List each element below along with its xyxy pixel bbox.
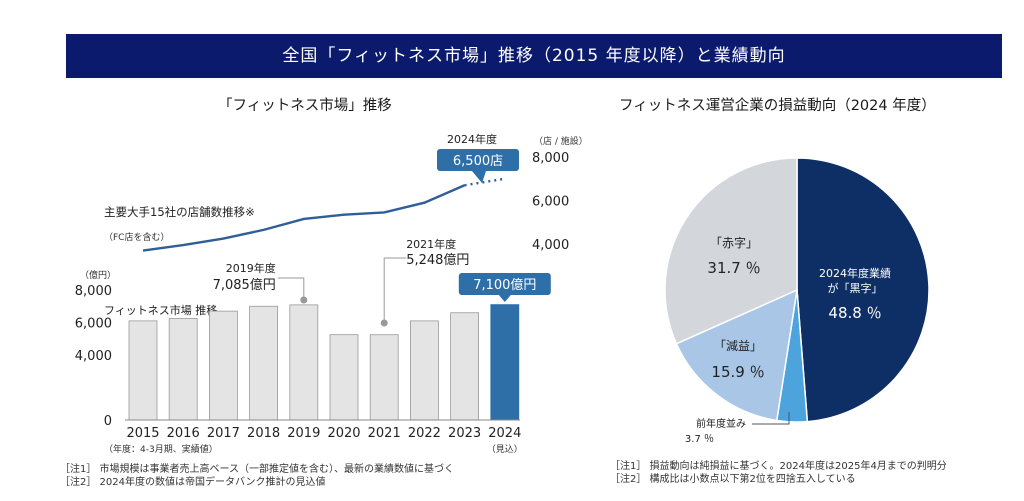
right-note-2: ［注2］ 構成比は小数点以下第2位を四捨五入している	[610, 474, 856, 485]
bar-ytick-label: 6,000	[75, 317, 112, 332]
annotation-2021-value: 5,248億円	[406, 252, 469, 268]
left-note-2: ［注2］ 2024年度の数値は帝国データバンク推計の見込値	[60, 477, 326, 488]
line-axis-unit: （店 / 施設）	[534, 135, 588, 147]
annotation-2024-bar-value: 7,100億円	[473, 277, 536, 293]
bar-axis-unit: （億円）	[80, 269, 116, 281]
x-tick-label: 2023	[448, 426, 481, 441]
x-tick-label: 2024	[488, 426, 521, 441]
annotation-2019-value: 7,085億円	[213, 277, 276, 293]
right-note-1: ［注1］ 損益動向は純損益に基づく。2024年度は2025年4月までの判明分	[610, 461, 947, 472]
pie-value-red: 31.7 ％	[707, 259, 760, 277]
pie-value-reduced: 15.9 ％	[711, 363, 764, 381]
bar-2017	[208, 310, 238, 421]
annotation-2019-year: 2019年度	[226, 261, 276, 275]
annotation-2024-line-pointer	[472, 171, 486, 183]
market-chart: 0 4,000 6,000 8,000 （億円） フィットネス市場 推移 2015 2016 2…	[75, 132, 588, 455]
line-series-title: 主要大手15社の店舗数推移※	[104, 205, 255, 219]
bar-2018	[249, 305, 279, 421]
pie-label-black-line2: が「黒字」	[828, 281, 883, 295]
right-subtitle: フィットネス運営企業の損益動向（2024 年度）	[619, 98, 936, 114]
header-title: 全国「フィットネス市場」推移（2015 年度以降）と業績動向	[282, 46, 786, 66]
left-note-1: ［注1］ 市場規模は事業者売上高ベース（一部推定値を含む）、最新の業績数値に基づ…	[60, 464, 455, 475]
pie-same-leader	[752, 412, 790, 425]
x-tick-label: 2020	[327, 426, 360, 441]
pie-label-same: 前年度並み	[696, 417, 746, 430]
line-series-note: （FC店を含む）	[104, 231, 169, 243]
pie-slice-3	[664, 157, 798, 345]
line-ytick-label: 4,000	[532, 238, 569, 253]
bar-2015	[128, 320, 158, 421]
store-count-line	[142, 184, 466, 252]
x-tick-label: 2022	[408, 426, 441, 441]
bar-2023	[450, 312, 480, 421]
x-axis-projected-note: （見込）	[487, 444, 523, 455]
bar-ytick-label: 4,000	[75, 349, 112, 364]
annotation-2019-dot	[300, 296, 308, 304]
x-tick-label: 2019	[287, 426, 320, 441]
pie-label-red: 「赤字」	[710, 235, 758, 250]
bar-2022	[409, 320, 439, 421]
annotation-2024-bar-box	[458, 273, 551, 295]
x-tick-label: 2017	[207, 426, 240, 441]
bar-ytick-label: 8,000	[75, 284, 112, 299]
annotation-2021-leader	[383, 257, 407, 323]
line-ytick-label: 8,000	[532, 151, 569, 166]
line-ytick-label: 6,000	[532, 195, 569, 210]
annotation-2021-dot	[380, 319, 388, 327]
annotation-2024-line-year: 2024年度	[447, 132, 497, 146]
annotation-2021-year: 2021年度	[406, 237, 456, 251]
chart-header-banner: 全国「フィットネス市場」推移（2015 年度以降）と業績動向	[66, 34, 1002, 78]
bar-2016	[168, 318, 198, 421]
pie-label-black-line1: 2024年度業績	[819, 266, 891, 280]
annotation-2024-line-value: 6,500店	[453, 154, 503, 169]
annotation-2024-bar-pointer	[498, 295, 511, 302]
bar-series-title: フィットネス市場 推移	[104, 303, 217, 317]
x-tick-label: 2015	[126, 426, 159, 441]
pie-value-same: 3.7 ％	[685, 434, 714, 445]
annotation-2019-leader	[277, 277, 305, 300]
pie-slice-2	[675, 288, 798, 422]
bar-ytick-label: 0	[104, 414, 112, 429]
x-tick-label: 2018	[247, 426, 280, 441]
x-tick-label: 2021	[368, 426, 401, 441]
bar-2024	[490, 304, 520, 421]
pie-value-black: 48.8 ％	[828, 304, 881, 322]
annotation-2024-line-box	[437, 149, 519, 171]
pie-slice-0	[796, 157, 930, 423]
pie-label-reduced: 「減益」	[714, 338, 762, 353]
bar-2020	[329, 334, 359, 421]
x-tick-label: 2016	[167, 426, 200, 441]
bar-2019	[289, 304, 319, 421]
x-axis-note: （年度：4-3月期、実績値）	[104, 443, 218, 455]
left-subtitle: 「フィットネス市場」推移	[218, 98, 392, 114]
store-count-line-projected	[464, 177, 505, 187]
